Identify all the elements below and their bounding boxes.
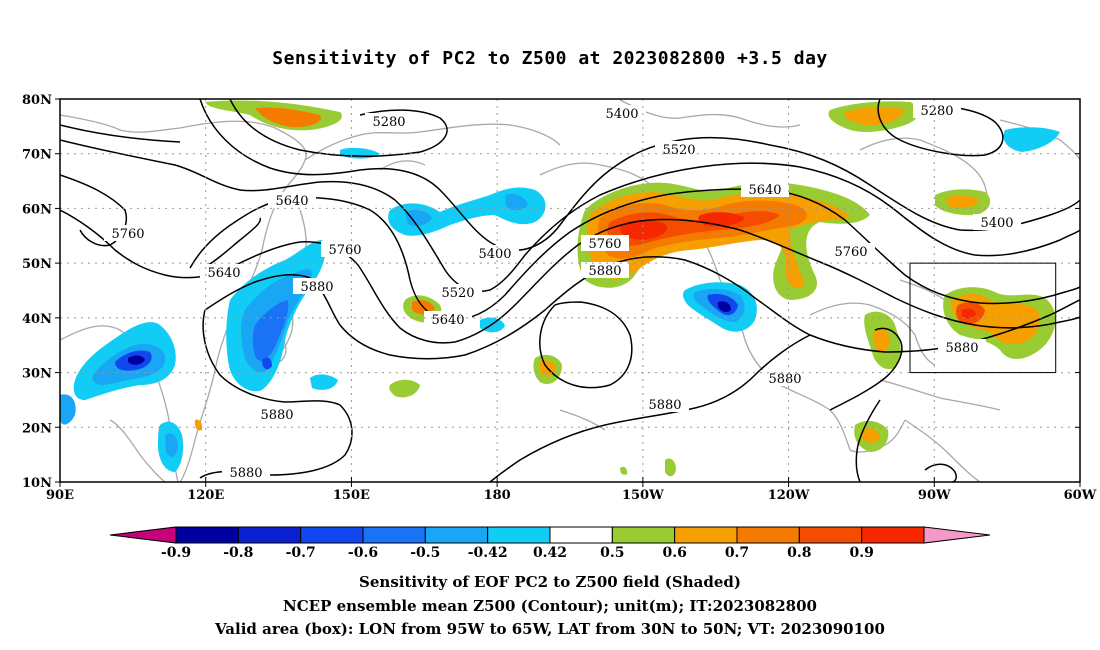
contour-label-5640-a: 5640 [268,192,316,209]
colorbar-label: 0.5 [600,545,624,561]
colorbar-label: 0.7 [725,545,749,561]
y-tick-label: 80N [22,93,52,108]
colorbar-swatch [237,526,302,544]
colorbar-swatch [549,526,613,544]
colorbar-swatch [300,526,364,544]
gridlines [60,99,1080,482]
contour-label-5760-c: 5760 [581,235,629,252]
contour-label-5280-b: 5280 [913,102,961,119]
svg-text:5760: 5760 [111,227,144,242]
svg-text:5640: 5640 [748,183,781,198]
y-tick-label: 30N [22,367,52,382]
colorbar-swatch [861,526,925,544]
colorbar-high-extend [923,526,991,544]
colorbar-label: -0.9 [161,545,191,561]
svg-text:5880: 5880 [588,264,621,279]
colorbar-label: -0.8 [223,545,253,561]
contour-label-5280-a: 5280 [365,113,413,130]
caption-valid-area: Valid area (box): LON from 95W to 65W, L… [215,620,885,638]
svg-text:5280: 5280 [920,104,953,119]
svg-text:5760: 5760 [328,243,361,258]
colorbar-low-extend [109,526,177,544]
colorbar-label: 0.8 [787,545,811,561]
svg-text:5880: 5880 [648,398,681,413]
contour-label-5520-a: 5520 [655,141,703,158]
x-tick-label: 150W [622,488,664,503]
x-tick-label: 120W [768,488,810,503]
x-tick-label: 90W [918,488,951,503]
colorbar-swatch [487,526,551,544]
y-tick-label: 20N [22,421,52,436]
svg-text:5880: 5880 [945,341,978,356]
contour-label-5400-c: 5400 [973,214,1021,231]
chart-title: Sensitivity of PC2 to Z500 at 2023082800… [272,48,828,69]
svg-text:5520: 5520 [441,286,474,301]
contour-labels: 5280 5280 5400 5400 5400 5520 5520 5640 … [104,102,1021,481]
y-tick-label: 50N [22,257,52,272]
colorbar-swatch [362,526,426,544]
y-tick-label: 60N [22,202,52,217]
x-axis: 90E 120E 150E 180 150W 120W 90W 60W [46,477,1097,503]
y-tick-label: 10N [22,476,52,491]
colorbar-label: 0.9 [849,545,873,561]
contour-label-5400-b: 5400 [471,245,519,262]
x-tick-label: 120E [187,488,224,503]
caption-shaded: Sensitivity of EOF PC2 to Z500 field (Sh… [359,573,741,591]
contour-label-5400-a: 5400 [598,105,646,122]
contour-label-5640-d: 5640 [741,181,789,198]
x-tick-label: 180 [484,488,511,503]
contour-label-5760-d: 5760 [827,243,875,260]
valid-area-box [909,262,1057,374]
x-tick-label: 90E [46,488,74,503]
svg-text:5520: 5520 [662,143,695,158]
svg-text:5880: 5880 [229,466,262,481]
svg-text:5400: 5400 [980,216,1013,231]
contour-label-5760-a: 5760 [104,225,152,242]
colorbar-label: 0.42 [533,545,567,561]
colorbar-swatch [175,526,239,544]
contour-label-5880-b: 5880 [581,262,629,279]
y-tick-label: 70N [22,148,52,163]
contour-label-5880-d: 5880 [761,370,809,387]
svg-text:5880: 5880 [260,408,293,423]
y-axis: 80N 70N 60N 50N 40N 30N 20N 10N [22,93,1080,491]
contour-label-5880-g: 5880 [222,464,270,481]
colorbar-swatch [736,526,800,544]
colorbar-label: -0.7 [286,545,316,561]
colorbar-label: -0.6 [348,545,378,561]
contour-label-5880-f: 5880 [253,406,301,423]
contour-label-5640-b: 5640 [200,264,248,281]
colorbar-swatch [674,526,738,544]
svg-text:5640: 5640 [275,194,308,209]
svg-text:5760: 5760 [834,245,867,260]
svg-text:5400: 5400 [605,107,638,122]
svg-text:5280: 5280 [372,115,405,130]
svg-text:5880: 5880 [300,280,333,295]
colorbar-label: 0.6 [662,545,686,561]
svg-text:5880: 5880 [768,372,801,387]
y-tick-label: 40N [22,312,52,327]
svg-text:5640: 5640 [207,266,240,281]
caption-contour: NCEP ensemble mean Z500 (Contour); unit(… [283,597,817,615]
svg-text:5760: 5760 [588,237,621,252]
plot-frame [59,98,1081,483]
contour-label-5880-a: 5880 [293,278,341,295]
svg-text:5400: 5400 [478,247,511,262]
colorbar-label: -0.5 [410,545,440,561]
svg-text:5640: 5640 [431,313,464,328]
colorbar: -0.9 -0.8 -0.7 -0.6 -0.5 -0.42 0.42 0.5 0.6 0.7 0.… [109,526,991,561]
colorbar-label: -0.42 [468,545,508,561]
contour-label-5760-b: 5760 [321,241,369,258]
colorbar-swatch [798,526,863,544]
x-tick-label: 60W [1064,488,1097,503]
x-tick-label: 150E [333,488,370,503]
colorbar-swatch [611,526,676,544]
colorbar-swatch [424,526,489,544]
contour-label-5880-c: 5880 [938,339,986,356]
contour-label-5880-e: 5880 [641,396,689,413]
contour-label-5520-b: 5520 [434,284,482,301]
contour-label-5640-c: 5640 [424,311,472,328]
